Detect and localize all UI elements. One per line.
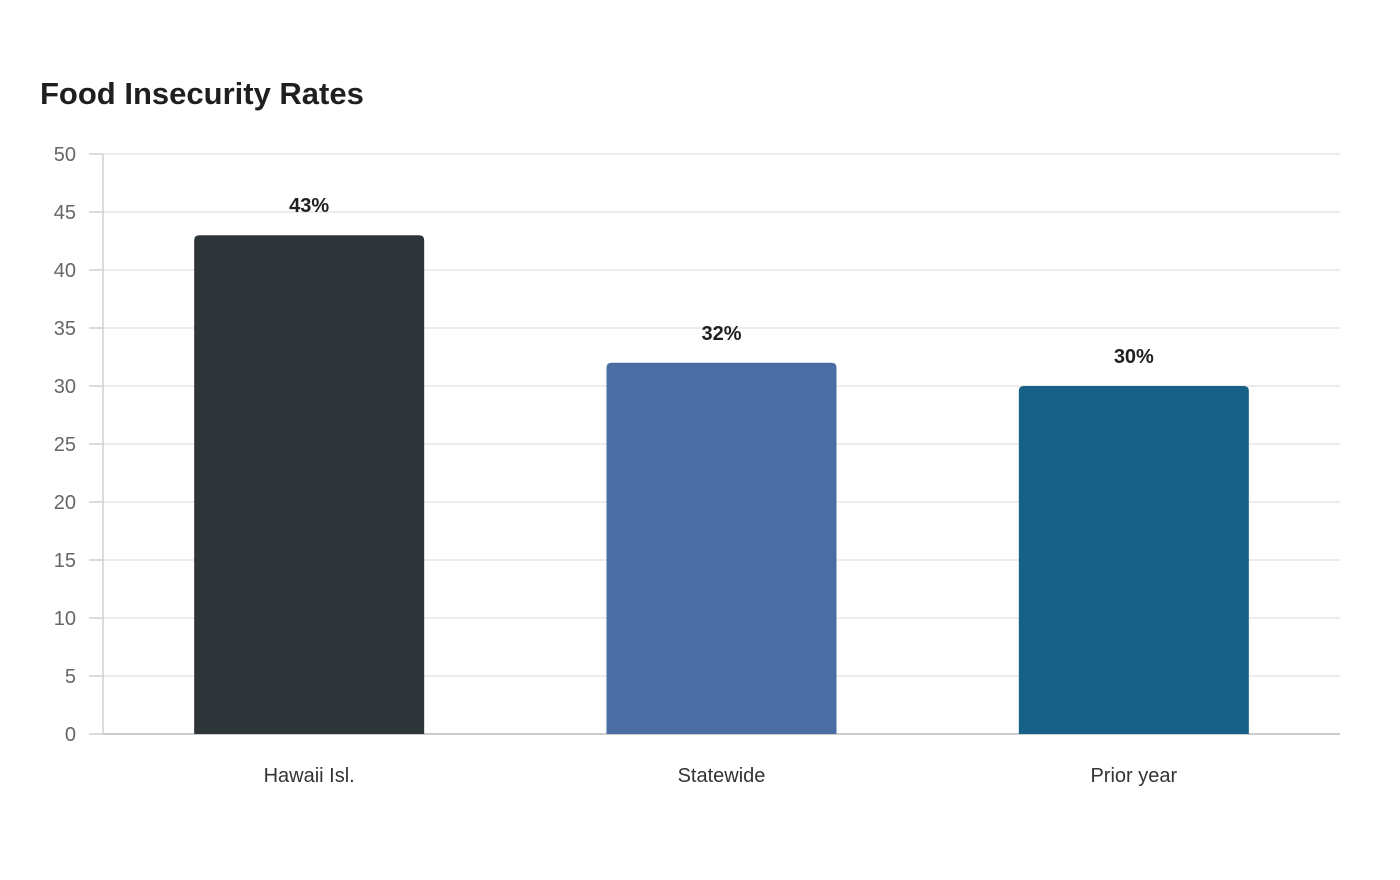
y-tick-label: 35 bbox=[54, 318, 76, 340]
x-category-label: Prior year bbox=[1090, 765, 1177, 787]
y-tick-label: 15 bbox=[54, 550, 76, 572]
y-tick-label: 0 bbox=[65, 724, 76, 746]
y-tick-label: 30 bbox=[54, 376, 76, 398]
bar-value-label: 43% bbox=[289, 195, 329, 217]
bars bbox=[194, 235, 1249, 734]
y-tick-label: 25 bbox=[54, 434, 76, 456]
x-category-label: Hawaii Isl. bbox=[264, 765, 355, 787]
labels: 0 5 10 15 20 25 30 35 40 45 50 43% Hawaii Isl. 32% Sta… bbox=[54, 144, 1178, 787]
x-category-label: Statewide bbox=[678, 765, 766, 787]
y-tick-label: 20 bbox=[54, 492, 76, 514]
y-tick-label: 40 bbox=[54, 260, 76, 282]
bar-value-label: 30% bbox=[1114, 346, 1154, 368]
y-tick-label: 5 bbox=[65, 666, 76, 688]
bar-prior-year bbox=[1018, 386, 1249, 734]
bar-statewide bbox=[606, 362, 837, 734]
bar-value-label: 32% bbox=[701, 323, 741, 345]
chart-title: Food Insecurity Rates bbox=[40, 76, 364, 111]
y-tick-label: 50 bbox=[54, 144, 76, 166]
bar-hawaii-isl bbox=[194, 235, 425, 734]
y-tick-label: 10 bbox=[54, 608, 76, 630]
y-tick-label: 45 bbox=[54, 202, 76, 224]
